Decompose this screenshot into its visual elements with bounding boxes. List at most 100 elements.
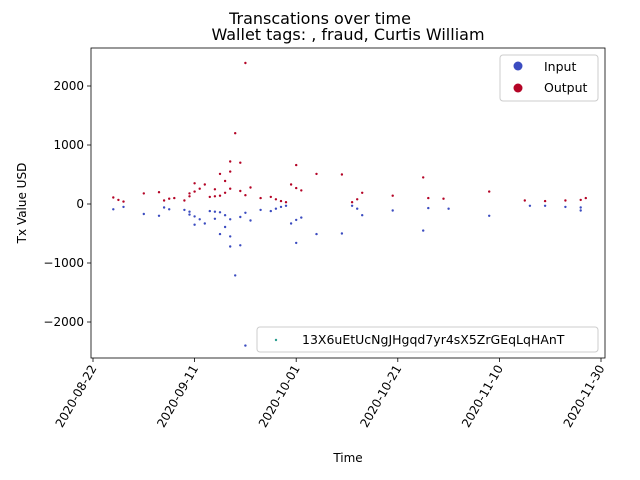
point-input-43 <box>391 209 394 212</box>
point-input-40 <box>350 204 354 207</box>
point-input-17 <box>218 232 222 236</box>
point-output-12 <box>193 182 196 185</box>
y-tick-label-1: −1000 <box>43 256 84 270</box>
point-output-24 <box>229 160 232 163</box>
point-input-14 <box>213 210 217 213</box>
chart-title: Transcations over time <box>228 9 411 28</box>
legend-label-input: Input <box>544 59 576 74</box>
point-input-12 <box>203 222 206 225</box>
point-input-10 <box>193 223 196 226</box>
y-tick-label-2: 0 <box>76 197 84 211</box>
point-output-19 <box>218 172 222 176</box>
point-output-14 <box>203 183 206 186</box>
point-output-17 <box>213 188 217 191</box>
point-input-23 <box>234 274 237 277</box>
point-input-25 <box>239 215 242 219</box>
point-output-29 <box>244 61 247 65</box>
point-output-47 <box>427 196 430 200</box>
point-output-3 <box>142 192 145 195</box>
point-input-9 <box>193 215 196 218</box>
point-input-45 <box>427 206 430 210</box>
point-input-38 <box>315 232 318 236</box>
point-output-1 <box>117 198 120 202</box>
point-input-26 <box>244 211 247 214</box>
point-input-35 <box>295 241 298 245</box>
legend-box <box>499 54 599 102</box>
point-output-44 <box>361 191 364 194</box>
point-input-8 <box>188 210 191 213</box>
point-output-20 <box>223 191 227 194</box>
point-output-4 <box>157 191 161 194</box>
point-output-36 <box>289 183 293 186</box>
address-legend-box <box>256 326 599 353</box>
point-input-47 <box>488 214 491 217</box>
point-output-54 <box>584 196 587 200</box>
point-input-22 <box>229 245 232 248</box>
point-output-15 <box>208 195 211 199</box>
point-output-42 <box>350 201 354 204</box>
point-output-52 <box>564 199 567 202</box>
x-axis-ticks: 2020-08-22 2020-09-11 2020-10-01 2020-10-21… <box>53 358 608 430</box>
point-output-53 <box>579 198 582 202</box>
point-output-46 <box>422 176 425 179</box>
point-output-31 <box>259 196 262 200</box>
point-output-40 <box>315 172 318 176</box>
point-input-51 <box>579 206 582 209</box>
point-input-7 <box>188 213 191 216</box>
point-input-15 <box>213 217 217 220</box>
legend-marker-output <box>513 83 523 93</box>
address-legend-label: 13X6uEtUcNgJHgqd7yr4sX5ZrGEqLqHAnT <box>302 332 565 347</box>
x-tick-label-5: 2020-11-30 <box>561 363 608 430</box>
x-tick-label-2: 2020-10-01 <box>256 363 303 430</box>
point-output-21 <box>223 179 227 183</box>
point-input-31 <box>274 207 278 210</box>
point-input-16 <box>218 211 222 214</box>
point-output-41 <box>340 173 344 176</box>
x-tick-label-1: 2020-09-11 <box>154 363 201 430</box>
point-output-50 <box>523 199 526 202</box>
point-input-30 <box>269 209 272 213</box>
point-output-32 <box>269 195 272 199</box>
point-input-28 <box>249 219 252 222</box>
x-tick-label-0: 2020-08-22 <box>53 363 100 430</box>
point-input-50 <box>564 205 567 209</box>
point-output-0 <box>112 196 115 199</box>
point-input-21 <box>229 218 232 221</box>
point-output-7 <box>173 196 176 200</box>
address-legend-marker <box>274 338 278 342</box>
point-output-6 <box>168 197 171 200</box>
legend-marker-input <box>513 61 523 71</box>
point-input-29 <box>259 208 262 212</box>
point-output-11 <box>193 190 196 193</box>
point-input-27 <box>244 344 247 347</box>
point-input-5 <box>168 208 171 211</box>
point-output-18 <box>218 194 222 197</box>
x-tick-label-4: 2020-11-10 <box>459 363 506 430</box>
point-input-49 <box>543 204 547 207</box>
point-output-25 <box>234 132 237 135</box>
point-input-0 <box>112 208 115 211</box>
point-output-8 <box>183 199 186 202</box>
legend: Input Output <box>499 54 599 102</box>
point-input-6 <box>183 208 186 212</box>
point-input-36 <box>295 218 298 222</box>
y-axis-label: Tx Value USD <box>15 163 29 245</box>
y-tick-label-0: −2000 <box>43 315 84 329</box>
point-output-45 <box>391 194 394 197</box>
point-output-9 <box>188 192 191 195</box>
point-output-34 <box>279 199 283 203</box>
point-output-51 <box>543 199 547 203</box>
x-axis-label: Time <box>332 451 362 465</box>
point-input-1 <box>122 205 125 209</box>
point-input-19 <box>223 225 227 229</box>
point-output-16 <box>213 195 217 198</box>
point-input-37 <box>300 216 303 219</box>
point-output-49 <box>488 190 491 193</box>
point-input-52 <box>579 209 582 212</box>
point-input-33 <box>284 204 288 207</box>
point-input-46 <box>447 207 450 210</box>
point-input-13 <box>208 209 211 213</box>
data-points <box>112 61 587 347</box>
point-output-33 <box>274 198 278 201</box>
